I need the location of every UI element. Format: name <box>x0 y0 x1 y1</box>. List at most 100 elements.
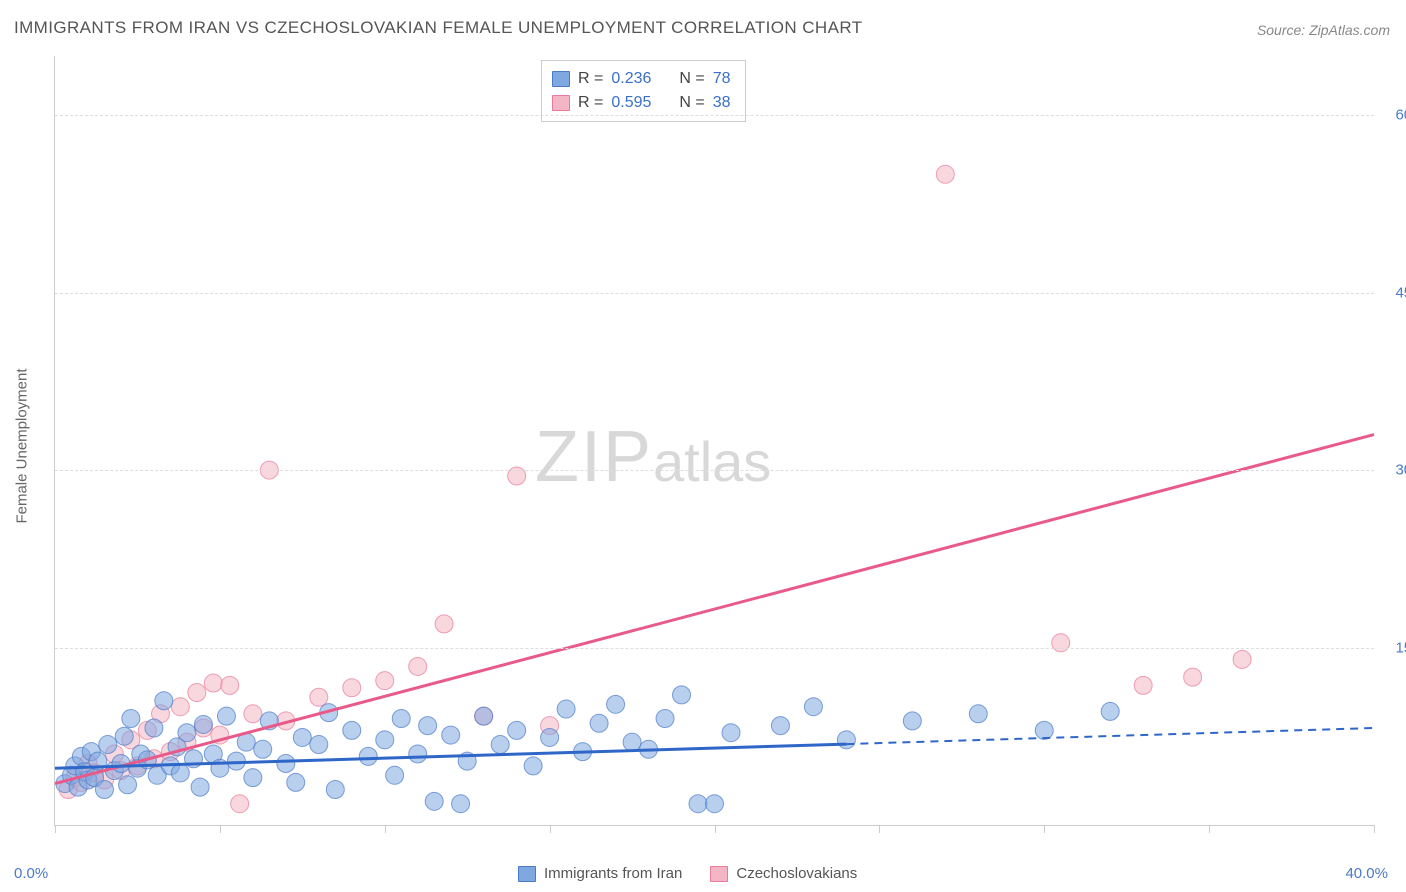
scatter-point <box>1233 650 1251 668</box>
swatch-iran <box>552 71 570 87</box>
scatter-point <box>1052 634 1070 652</box>
correlation-legend: R = 0.236 N = 78 R = 0.595 N = 38 <box>541 60 746 122</box>
scatter-point <box>188 683 206 701</box>
scatter-point <box>722 724 740 742</box>
scatter-point <box>231 795 249 813</box>
y-tick-label: 60.0% <box>1395 107 1406 124</box>
scatter-point <box>145 719 163 737</box>
scatter-point <box>310 736 328 754</box>
scatter-point <box>673 686 691 704</box>
scatter-point <box>435 615 453 633</box>
scatter-point <box>386 766 404 784</box>
legend-label-czech: Czechoslovakians <box>736 865 857 882</box>
x-tick <box>1374 825 1375 833</box>
legend-row-iran: R = 0.236 N = 78 <box>552 67 731 91</box>
n-value-czech: 38 <box>713 91 731 115</box>
gridline <box>55 115 1374 116</box>
scatter-point <box>442 726 460 744</box>
scatter-point <box>326 781 344 799</box>
scatter-plot-svg <box>55 56 1374 825</box>
y-tick-label: 30.0% <box>1395 462 1406 479</box>
legend-label-iran: Immigrants from Iran <box>544 865 682 882</box>
scatter-point <box>557 700 575 718</box>
scatter-point <box>119 776 137 794</box>
scatter-point <box>287 773 305 791</box>
scatter-point <box>254 740 272 758</box>
scatter-point <box>293 728 311 746</box>
scatter-point <box>452 795 470 813</box>
scatter-point <box>217 707 235 725</box>
gridline <box>55 648 1374 649</box>
scatter-point <box>178 724 196 742</box>
scatter-point <box>194 715 212 733</box>
r-label: R = <box>578 91 603 115</box>
swatch-iran-bottom <box>518 866 536 882</box>
scatter-point <box>171 764 189 782</box>
trend-line <box>846 728 1374 744</box>
scatter-point <box>310 688 328 706</box>
r-value-iran: 0.236 <box>611 67 651 91</box>
swatch-czech-bottom <box>710 866 728 882</box>
scatter-point <box>771 717 789 735</box>
scatter-point <box>359 747 377 765</box>
x-axis-min-label: 0.0% <box>14 865 48 882</box>
scatter-point <box>837 731 855 749</box>
scatter-point <box>244 705 262 723</box>
scatter-point <box>171 698 189 716</box>
x-axis-max-label: 40.0% <box>1345 865 1388 882</box>
scatter-point <box>607 695 625 713</box>
scatter-point <box>656 710 674 728</box>
scatter-point <box>1134 676 1152 694</box>
scatter-point <box>204 674 222 692</box>
scatter-point <box>508 721 526 739</box>
n-label: N = <box>679 67 704 91</box>
scatter-point <box>95 781 113 799</box>
y-axis-title: Female Unemployment <box>14 368 31 523</box>
scatter-point <box>804 698 822 716</box>
scatter-point <box>1184 668 1202 686</box>
x-tick <box>220 825 221 833</box>
scatter-point <box>99 736 117 754</box>
scatter-point <box>392 710 410 728</box>
y-tick-label: 15.0% <box>1395 639 1406 656</box>
scatter-point <box>155 692 173 710</box>
scatter-point <box>376 672 394 690</box>
scatter-point <box>475 707 493 725</box>
scatter-point <box>409 745 427 763</box>
scatter-point <box>1035 721 1053 739</box>
scatter-point <box>115 727 133 745</box>
scatter-point <box>903 712 921 730</box>
x-tick <box>879 825 880 833</box>
n-label: N = <box>679 91 704 115</box>
scatter-point <box>1101 702 1119 720</box>
x-tick <box>550 825 551 833</box>
scatter-point <box>590 714 608 732</box>
scatter-point <box>191 778 209 796</box>
x-tick <box>715 825 716 833</box>
scatter-point <box>343 679 361 697</box>
scatter-point <box>623 733 641 751</box>
swatch-czech <box>552 95 570 111</box>
n-value-iran: 78 <box>713 67 731 91</box>
scatter-point <box>425 792 443 810</box>
x-tick <box>1209 825 1210 833</box>
scatter-point <box>277 754 295 772</box>
scatter-point <box>706 795 724 813</box>
x-tick <box>55 825 56 833</box>
scatter-point <box>689 795 707 813</box>
y-tick-label: 45.0% <box>1395 284 1406 301</box>
gridline <box>55 470 1374 471</box>
scatter-point <box>409 657 427 675</box>
trend-line <box>55 435 1374 784</box>
chart-title: IMMIGRANTS FROM IRAN VS CZECHOSLOVAKIAN … <box>14 18 862 38</box>
scatter-point <box>541 728 559 746</box>
scatter-point <box>343 721 361 739</box>
plot-area: ZIPatlas R = 0.236 N = 78 R = 0.595 N = … <box>54 56 1374 826</box>
scatter-point <box>221 676 239 694</box>
scatter-point <box>122 710 140 728</box>
legend-item-iran: Immigrants from Iran <box>518 865 682 882</box>
series-legend: Immigrants from Iran Czechoslovakians <box>518 865 857 882</box>
scatter-point <box>244 769 262 787</box>
gridline <box>55 293 1374 294</box>
x-tick <box>385 825 386 833</box>
